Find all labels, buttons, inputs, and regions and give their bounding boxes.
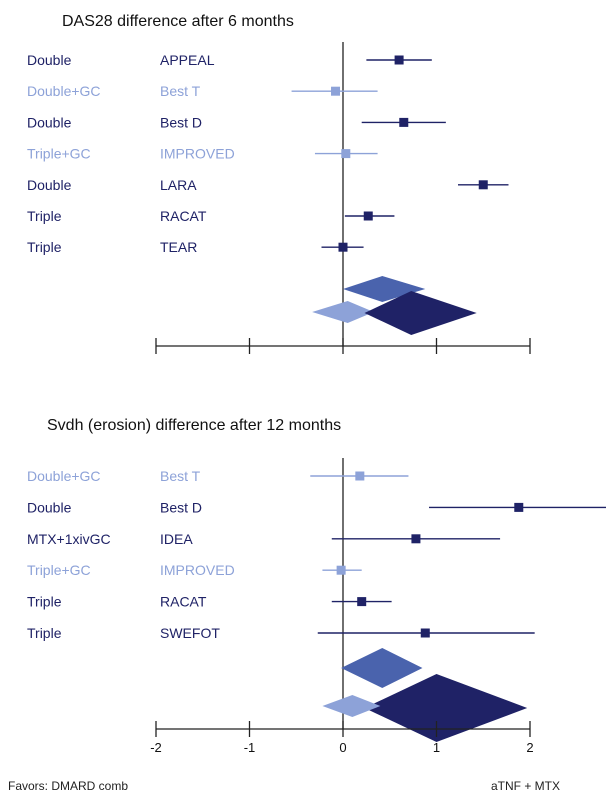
x-tick-label: 2: [526, 740, 533, 755]
study-row: Double Best D: [27, 499, 606, 515]
study-row: Double Best D: [27, 114, 446, 130]
treatment-group-label: Triple: [27, 594, 62, 610]
treatment-group-label: Triple: [27, 239, 62, 255]
summary-diamond: [343, 276, 426, 302]
study-name-label: LARA: [160, 177, 197, 193]
favors-right-label: aTNF + MTX: [491, 779, 560, 793]
study-name-label: Best T: [160, 468, 201, 484]
study-name-label: APPEAL: [160, 52, 215, 68]
study-row: Double+GC Best T: [27, 83, 378, 99]
x-axis: [155, 338, 531, 354]
study-row: Triple SWEFOT: [27, 625, 535, 641]
treatment-group-label: Double+GC: [27, 83, 101, 99]
summary-diamond: [322, 695, 381, 717]
point-estimate-marker: [357, 597, 367, 607]
treatment-group-label: Triple+GC: [27, 146, 91, 162]
point-estimate-marker: [420, 628, 430, 638]
study-name-label: RACAT: [160, 208, 207, 224]
study-name-label: SWEFOT: [160, 625, 220, 641]
treatment-group-label: Double: [27, 52, 72, 68]
treatment-group-label: Double+GC: [27, 468, 101, 484]
treatment-group-label: Triple: [27, 208, 62, 224]
point-estimate-marker: [363, 211, 373, 221]
x-tick-label: -1: [244, 740, 256, 755]
chart-title: Svdh (erosion) difference after 12 month…: [47, 417, 341, 434]
study-row: Triple+GC IMPROVED: [27, 146, 378, 162]
x-tick-label: 0: [339, 740, 346, 755]
study-name-label: IMPROVED: [160, 562, 235, 578]
forest-panel-1: DAS28 difference after 6 months Double APP…: [27, 13, 531, 354]
summary-diamond: [364, 674, 528, 742]
point-estimate-marker: [336, 565, 346, 575]
study-name-label: Best T: [160, 83, 201, 99]
study-row: Triple RACAT: [27, 208, 395, 224]
study-row: Double APPEAL: [27, 52, 432, 68]
summary-diamond: [341, 648, 423, 688]
study-row: MTX+1xivGC IDEA: [27, 531, 501, 547]
forest-panel-2: Svdh (erosion) difference after 12 month…: [27, 417, 606, 755]
point-estimate-marker: [478, 180, 488, 190]
treatment-group-label: Triple+GC: [27, 562, 91, 578]
study-row: Triple TEAR: [27, 239, 364, 255]
x-axis: -2 -1 0 1 2: [150, 721, 534, 755]
point-estimate-marker: [341, 149, 351, 159]
point-estimate-marker: [514, 502, 524, 512]
treatment-group-label: Triple: [27, 625, 62, 641]
study-name-label: IDEA: [160, 531, 193, 547]
point-estimate-marker: [411, 534, 421, 544]
summary-diamond: [364, 291, 477, 335]
x-tick-label: -2: [150, 740, 162, 755]
study-name-label: IMPROVED: [160, 146, 235, 162]
chart-title: DAS28 difference after 6 months: [62, 13, 294, 30]
point-estimate-marker: [399, 117, 409, 127]
x-tick-label: 1: [433, 740, 440, 755]
point-estimate-marker: [331, 86, 341, 96]
point-estimate-marker: [338, 242, 348, 252]
study-name-label: RACAT: [160, 594, 207, 610]
point-estimate-marker: [355, 471, 365, 481]
summary-diamond: [312, 301, 374, 323]
study-row: Double+GC Best T: [27, 468, 409, 484]
favors-left-label: Favors: DMARD comb: [8, 779, 128, 793]
treatment-group-label: MTX+1xivGC: [27, 531, 111, 547]
study-name-label: Best D: [160, 114, 202, 130]
study-row: Triple RACAT: [27, 594, 392, 610]
treatment-group-label: Double: [27, 499, 72, 515]
point-estimate-marker: [394, 55, 404, 65]
treatment-group-label: Double: [27, 114, 72, 130]
study-name-label: TEAR: [160, 239, 197, 255]
treatment-group-label: Double: [27, 177, 72, 193]
study-name-label: Best D: [160, 499, 202, 515]
study-row: Double LARA: [27, 177, 509, 193]
study-row: Triple+GC IMPROVED: [27, 562, 362, 578]
